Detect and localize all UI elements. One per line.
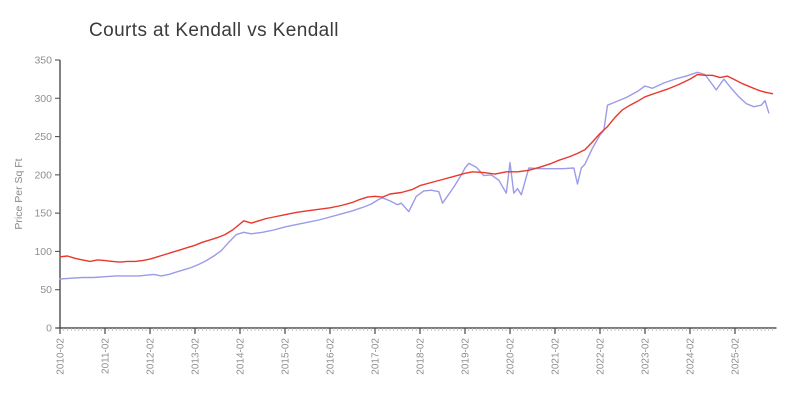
- x-tick-label: 2025-02: [731, 338, 742, 375]
- x-tick-label: 2022-02: [596, 338, 607, 375]
- x-tick-label: 2023-02: [641, 338, 652, 375]
- y-tick-label: 350: [34, 55, 52, 67]
- y-tick-label: 200: [34, 169, 52, 181]
- x-tick-label: 2019-02: [461, 338, 472, 375]
- x-tick-label: 2018-02: [416, 338, 427, 375]
- y-axis-label: Price Per Sq Ft: [13, 158, 25, 229]
- x-tick-label: 2014-02: [236, 338, 247, 375]
- chart-title: Courts at Kendall vs Kendall: [89, 20, 339, 41]
- x-tick-label: 2011-02: [101, 338, 112, 374]
- y-tick-label: 100: [34, 246, 52, 258]
- y-tick-label: 150: [34, 208, 52, 220]
- y-tick-label: 300: [34, 93, 52, 105]
- x-tick-label: 2010-02: [56, 338, 67, 375]
- y-tick-label: 0: [46, 323, 52, 335]
- x-tick-label: 2015-02: [281, 338, 292, 375]
- series-line-kendall: [59, 73, 774, 263]
- x-tick-label: 2017-02: [371, 338, 382, 375]
- series-line-courts-at-kendall: [59, 71, 770, 280]
- y-tick-label: 50: [40, 284, 52, 296]
- x-tick-label: 2013-02: [191, 338, 202, 375]
- x-tick-label: 2024-02: [686, 338, 697, 375]
- x-tick-label: 2020-02: [506, 338, 517, 375]
- y-tick-label: 250: [34, 131, 52, 143]
- x-tick-label: 2016-02: [326, 338, 337, 375]
- x-tick-label: 2012-02: [146, 338, 157, 375]
- x-tick-label: 2021-02: [551, 338, 562, 375]
